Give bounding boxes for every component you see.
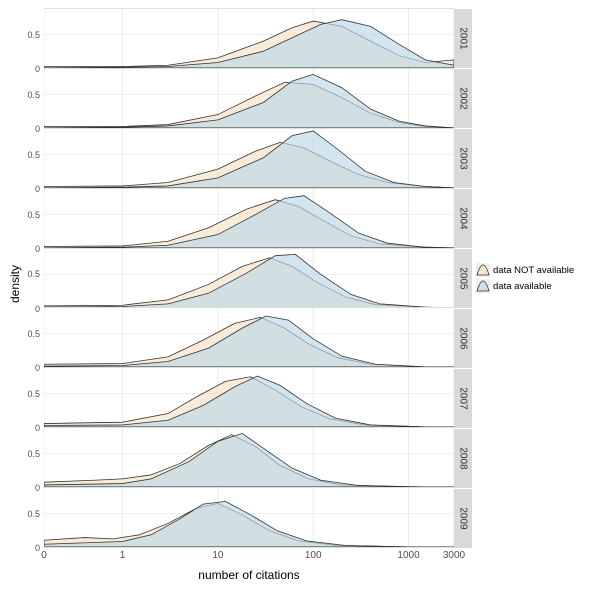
x-tick-label: 1000 <box>397 550 419 561</box>
facet-strip-column: 200120022003200420052006200720082009 <box>454 8 472 548</box>
y-tick-label: 0.5 <box>27 449 40 459</box>
y-axis-title: density <box>8 8 22 560</box>
y-tick-label: 0.5 <box>27 210 40 220</box>
facet-strip-2003: 2003 <box>454 128 472 188</box>
legend-swatch-icon <box>476 263 490 277</box>
facet-strip-2004: 2004 <box>454 188 472 248</box>
y-tick-label: 0.5 <box>27 150 40 160</box>
facet-panel-2002: 00.5 <box>44 68 454 128</box>
plot-area: 00.500.500.500.500.500.500.500.500.5 <box>44 8 454 548</box>
facet-density-chart: density 00.500.500.500.500.500.500.500.5… <box>22 8 580 590</box>
facet-strip-2001: 2001 <box>454 8 472 68</box>
facet-panel-2004: 00.5 <box>44 188 454 248</box>
facet-panel-2007: 00.5 <box>44 367 454 427</box>
y-tick-label: 0 <box>35 543 40 553</box>
y-tick-label: 0.5 <box>27 389 40 399</box>
facet-panel-2006: 00.5 <box>44 307 454 367</box>
facet-strip-2008: 2008 <box>454 428 472 488</box>
legend-item-available: data available <box>476 279 580 293</box>
y-tick-label: 0.5 <box>27 90 40 100</box>
x-tick-label: 0 <box>41 550 47 561</box>
y-tick-label: 0.5 <box>27 269 40 279</box>
y-tick-label: 0.5 <box>27 30 40 40</box>
x-tick-label: 3000 <box>443 550 465 561</box>
facet-panel-2003: 00.5 <box>44 128 454 188</box>
y-tick-label: 0.5 <box>27 509 40 519</box>
facet-panel-2009: 00.5 <box>44 487 454 548</box>
legend-item-not_available: data NOT available <box>476 263 580 277</box>
facet-strip-2009: 2009 <box>454 488 472 548</box>
x-tick-label: 100 <box>305 550 322 561</box>
facet-strip-2007: 2007 <box>454 368 472 428</box>
facet-panel-2005: 00.5 <box>44 248 454 308</box>
x-axis: 011010010003000 number of citations <box>44 548 454 588</box>
legend-swatch-icon <box>476 279 490 293</box>
facet-strip-2006: 2006 <box>454 308 472 368</box>
y-tick-label: 0.5 <box>27 329 40 339</box>
facet-strip-2002: 2002 <box>454 68 472 128</box>
legend: data NOT available data available <box>476 8 580 548</box>
facet-strip-2005: 2005 <box>454 248 472 308</box>
x-axis-title: number of citations <box>44 568 454 582</box>
legend-label: data available <box>493 281 552 292</box>
facet-panel-2001: 00.5 <box>44 8 454 68</box>
facet-panel-2008: 00.5 <box>44 427 454 487</box>
x-tick-label: 10 <box>212 550 223 561</box>
x-tick-label: 1 <box>120 550 126 561</box>
legend-label: data NOT available <box>493 265 574 276</box>
